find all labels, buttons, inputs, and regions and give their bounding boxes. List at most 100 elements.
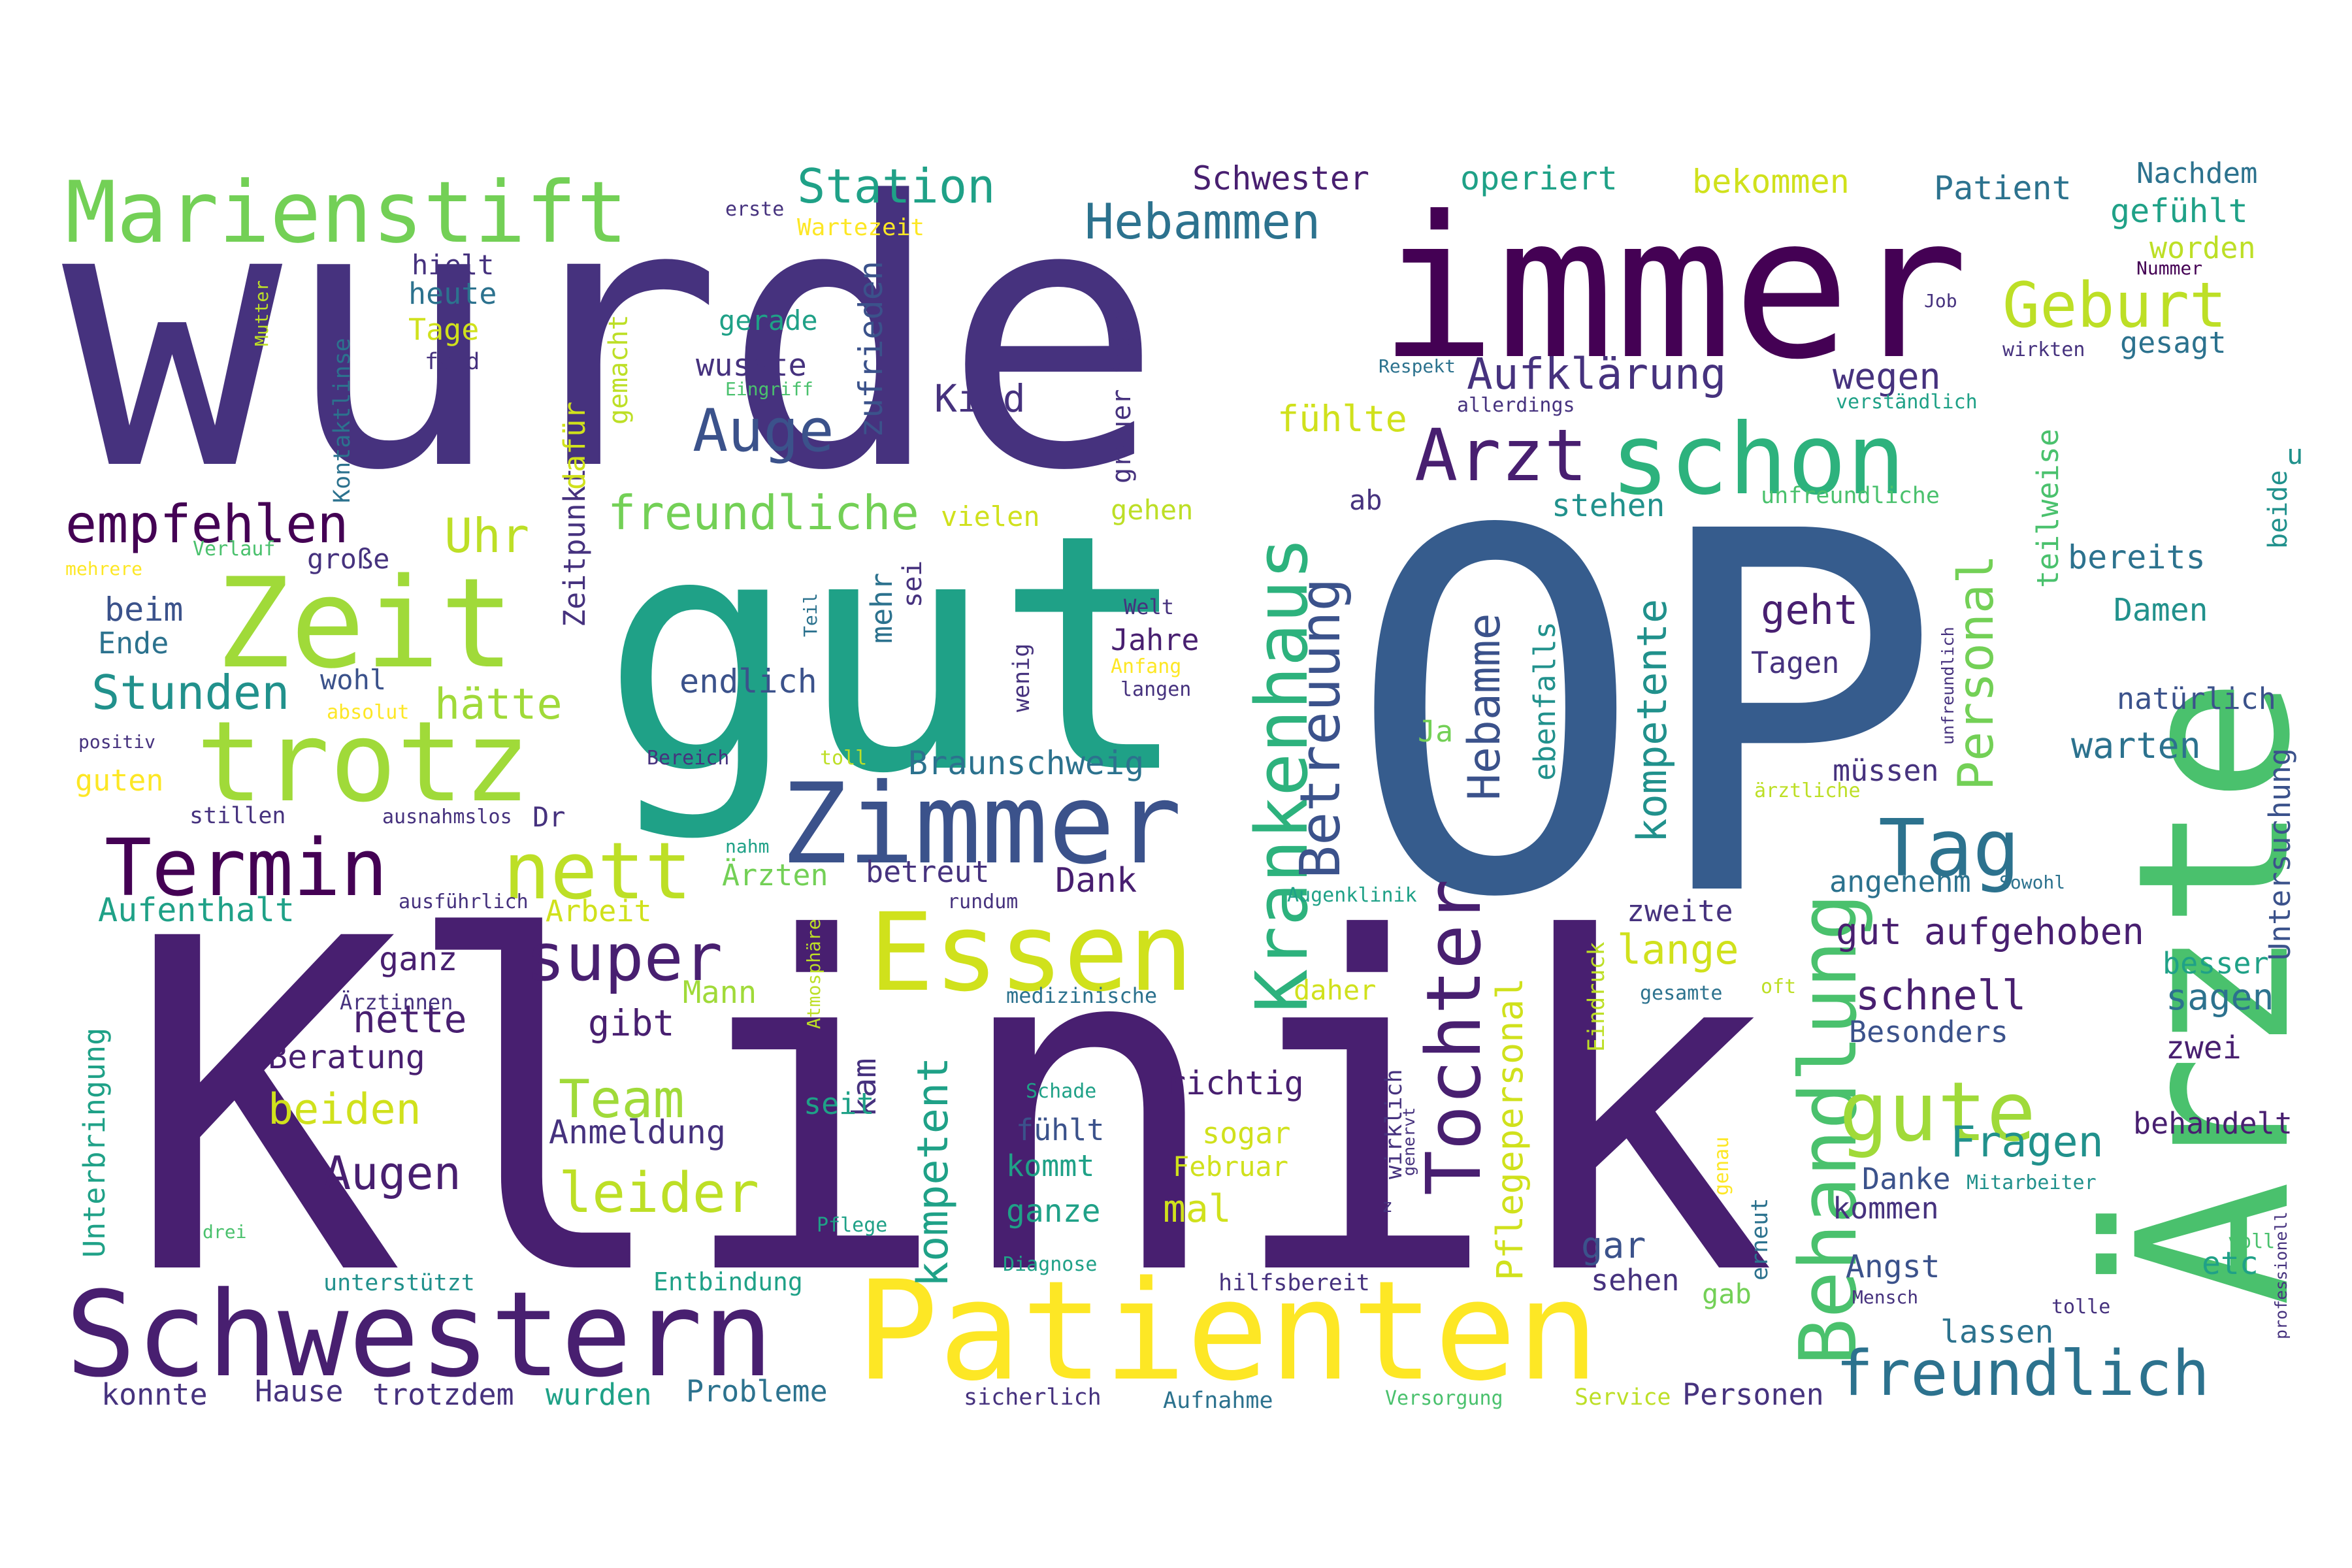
word-untersuchung: Untersuchung	[2262, 748, 2297, 960]
word-wusste: wusste	[696, 348, 807, 384]
word-schnell: schnell	[1855, 972, 2026, 1019]
word-geburt: Geburt	[2002, 270, 2227, 342]
word-job: Job	[1924, 290, 1957, 312]
word-angenehm: angenehm	[1829, 864, 1971, 899]
word-natuerlich: natürlich	[2117, 681, 2276, 716]
word-ausnahmslos: ausnahmslos	[382, 806, 512, 828]
word-aufnahme: Aufnahme	[1163, 1388, 1273, 1414]
word-nahm: nahm	[725, 836, 769, 857]
word-fuehlte: fühlte	[1277, 398, 1407, 440]
word-tagen: Tagen	[1751, 645, 1839, 680]
word-augenklinik: Augenklinik	[1287, 884, 1417, 907]
word-schwester: Schwester	[1192, 159, 1369, 197]
word-respekt: Respekt	[1379, 355, 1456, 377]
word-oft: oft	[1761, 975, 1796, 998]
word-dafuer: dafür	[557, 402, 592, 490]
word-stehen: stehen	[1552, 487, 1665, 524]
word-personal: Personal	[1947, 555, 2004, 791]
word-unterbringung: Unterbringung	[77, 1028, 112, 1258]
word-kommt: kommt	[1006, 1149, 1094, 1183]
word-zimmer: Zimmer	[781, 760, 1182, 889]
word-zweite: zweite	[1627, 894, 1733, 928]
word-ebenfalls: ebenfalls	[1527, 621, 1562, 781]
word-braunschweig: Braunschweig	[908, 744, 1144, 782]
word-fuehlt: fühlt	[1016, 1113, 1104, 1147]
word-sagen: sagen	[2166, 976, 2274, 1018]
word-leider: leider	[559, 1161, 759, 1226]
word-gehen: gehen	[1111, 494, 1193, 526]
word-wirkten: wirkten	[2002, 338, 2085, 361]
word-grosse: große	[307, 543, 389, 575]
word-voll: voll	[2228, 1230, 2275, 1253]
word-worden: worden	[2149, 231, 2256, 265]
word-aerztinnen: Ärztinnen	[340, 990, 453, 1015]
word-eingriff: Eingriff	[725, 378, 813, 400]
word-ende: Ende	[98, 626, 169, 661]
word-gibt: gibt	[588, 1002, 674, 1044]
word-teil: Teil	[800, 593, 821, 637]
word-service: Service	[1575, 1384, 1671, 1411]
word-mehrere: mehrere	[65, 558, 142, 580]
word-trotz: trotz	[196, 698, 531, 827]
word-absolut: absolut	[327, 701, 409, 724]
word-beiden: beiden	[268, 1085, 421, 1134]
word-atmosphaere: Atmosphäre	[803, 919, 825, 1029]
word-erste: erste	[725, 198, 784, 221]
word-verstaendlich: verständlich	[1836, 391, 1978, 414]
word-entbindung: Entbindung	[653, 1267, 803, 1296]
word-gefuehlt: gefühlt	[2110, 192, 2248, 230]
word-zeitpunkt: Zeitpunkt	[557, 468, 592, 627]
word-hielt: hielt	[412, 249, 494, 281]
word-kompetent: kompetent	[909, 1057, 958, 1287]
word-zeit: Zeit	[216, 551, 515, 696]
word-trotzdem: trotzdem	[372, 1377, 514, 1412]
word-eindruck: Eindruck	[1584, 941, 1610, 1052]
word-gesamte: gesamte	[1640, 982, 1722, 1005]
word-gemacht: gemacht	[604, 314, 634, 425]
word-rundum: rundum	[947, 890, 1018, 913]
word-betreut: betreut	[866, 855, 990, 889]
word-schwestern: Schwestern	[65, 1267, 774, 1403]
word-wartezeit: Wartezeit	[797, 214, 924, 241]
word-tage: Tage	[408, 312, 479, 347]
word-sei: sei	[898, 561, 928, 608]
word-empfehlen: empfehlen	[65, 494, 348, 555]
word-versorgung: Versorgung	[1385, 1387, 1503, 1410]
word-mal: mal	[1163, 1186, 1232, 1231]
word-patient: Patient	[1934, 169, 2072, 207]
word-hilfsbereit: hilfsbereit	[1218, 1270, 1370, 1296]
word-warten: warten	[2071, 725, 2201, 766]
word-z: z	[1382, 1195, 1393, 1217]
word-wenig: wenig	[1009, 644, 1035, 712]
word-augen: Augen	[323, 1147, 461, 1200]
word-krankenhaus: Krankenhaus	[1240, 537, 1324, 1013]
word-pflegepersonal: Pflegepersonal	[1489, 977, 1531, 1281]
word-angst: Angst	[1846, 1249, 1940, 1285]
word-mitarbeiter: Mitarbeiter	[1967, 1171, 2097, 1194]
word-tolle: tolle	[2051, 1296, 2110, 1318]
word-nummer: Nummer	[2136, 257, 2202, 279]
word-aufklaerung: Aufklärung	[1467, 349, 1726, 399]
word-welt: Welt	[1124, 595, 1174, 619]
word-fand: fand	[425, 349, 480, 375]
word-aerzte: Ärzte	[2093, 678, 2336, 1307]
word-patienten: Patienten	[856, 1251, 1599, 1411]
word-marienstift: Marienstift	[65, 163, 628, 262]
word-daher: daher	[1294, 974, 1376, 1006]
word-danke: Danke	[1862, 1162, 1950, 1196]
word-ausfuehrlich: ausführlich	[399, 890, 529, 913]
word-anfang: Anfang	[1111, 655, 1181, 678]
word-bereich: Bereich	[647, 747, 729, 770]
word-tag: Tag	[1878, 804, 2020, 894]
word-teilweise: teilweise	[2031, 429, 2065, 588]
word-medizinische: medizinische	[1006, 983, 1157, 1008]
word-gab: gab	[1702, 1278, 1752, 1310]
word-stunden: Stunden	[91, 665, 289, 720]
word-pflege: Pflege	[817, 1214, 887, 1237]
word-hause: Hause	[255, 1374, 343, 1409]
word-sowohl: Sowohl	[1999, 872, 2065, 893]
word-kompetente: kompetente	[1628, 599, 1676, 843]
word-anmeldung: Anmeldung	[549, 1113, 726, 1151]
word-aerzten: Ärzten	[722, 858, 828, 892]
